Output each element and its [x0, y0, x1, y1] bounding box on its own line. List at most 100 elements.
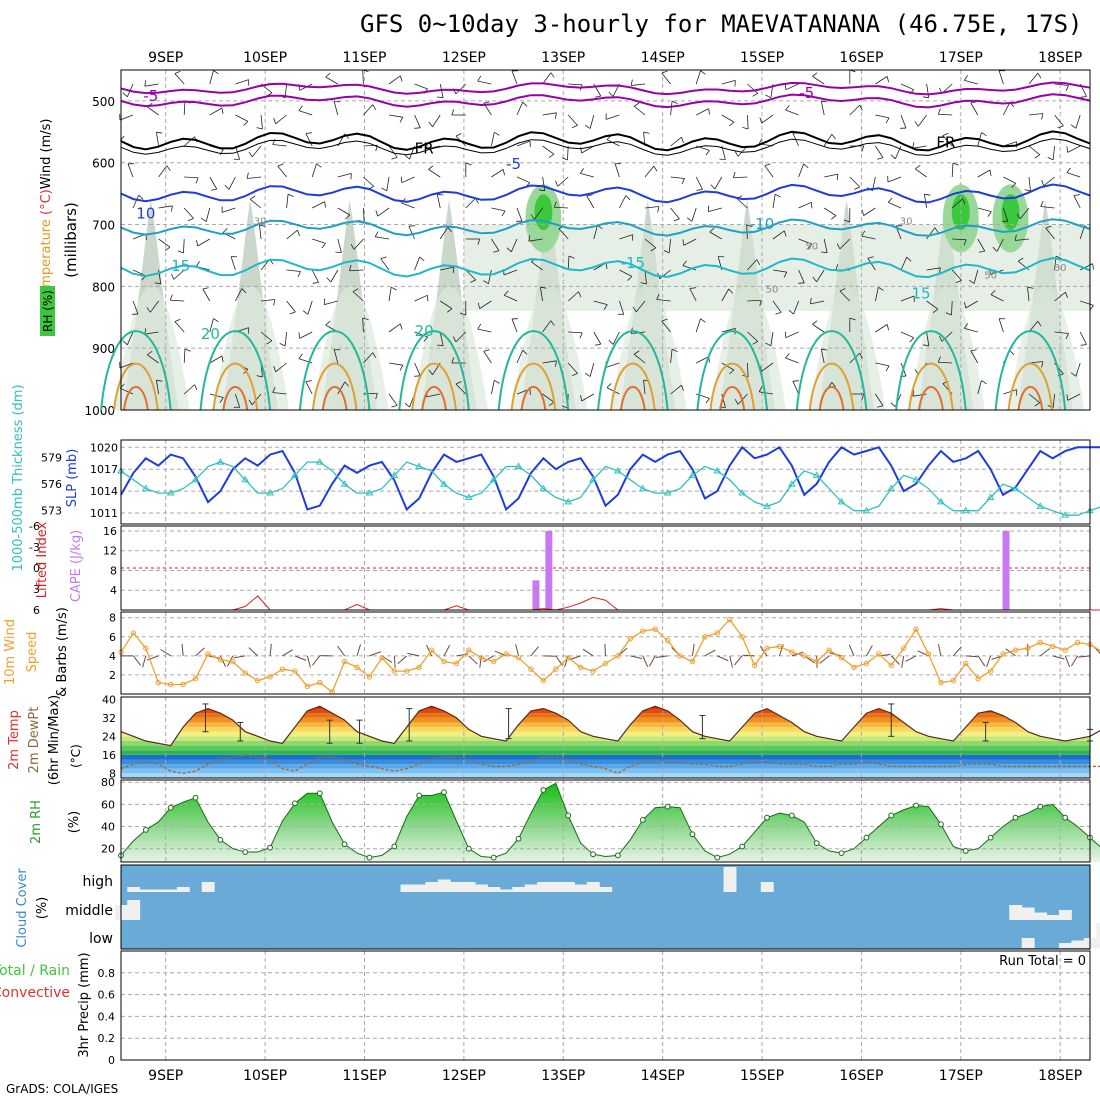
wind-barb-flag — [765, 94, 771, 99]
wind-barb-flag — [1047, 157, 1054, 161]
wind-barb-flag — [414, 375, 421, 377]
wind-barb — [661, 72, 671, 85]
wind-barb-flag — [812, 320, 818, 325]
thickness-marker — [887, 484, 896, 492]
wind-barb — [729, 655, 733, 668]
wind-barb — [221, 207, 236, 213]
wind-barb — [183, 100, 186, 116]
wind-barb-flag — [213, 70, 219, 75]
wind-barb-flag — [213, 318, 219, 323]
temperature-band — [121, 764, 1090, 769]
y-tick-label: 0.8 — [98, 967, 116, 980]
wind-barb-flag — [830, 215, 837, 220]
wind-barb — [516, 176, 530, 184]
temperature-band — [121, 731, 1090, 737]
cloud-level-label: middle — [65, 903, 113, 919]
wind-barb — [900, 257, 908, 271]
wind-barb-flag — [1066, 146, 1069, 153]
wind-barb — [839, 238, 851, 250]
wind-barb-flag — [164, 246, 171, 252]
panel-frame — [120, 69, 1091, 411]
wind-barb-flag — [1024, 189, 1031, 192]
wind-barb-flag — [279, 343, 286, 347]
wind-barb-flag — [945, 312, 952, 316]
temperature-band — [121, 717, 1090, 723]
wind-barb — [349, 269, 364, 272]
wind-barb — [542, 112, 557, 116]
wind-barb-flag — [391, 404, 398, 408]
wind-barb-flag — [222, 228, 228, 233]
temperature-band — [121, 773, 1090, 778]
wind-barb-flag — [922, 96, 929, 99]
wind-barb — [670, 101, 673, 116]
wind-barb — [534, 207, 543, 220]
wind-barb — [733, 176, 748, 179]
y-tick-label: 16 — [103, 525, 117, 538]
wind-barb — [747, 331, 759, 342]
wind-barb-flag — [277, 163, 284, 167]
cloud-bar — [450, 882, 464, 892]
y-tick-label: 40 — [101, 821, 115, 834]
wind-barb-flag — [297, 271, 301, 278]
top-date-label: 18SEP — [1038, 50, 1082, 66]
wind-barb-flag — [477, 323, 482, 330]
cloud-bar — [1021, 907, 1035, 920]
wind-barb-flag — [380, 256, 387, 260]
thickness-marker — [663, 489, 672, 496]
thickness-marker — [638, 484, 647, 492]
wind-speed-marker — [354, 664, 360, 671]
cloud-bar — [549, 882, 563, 892]
wind-barb — [120, 387, 134, 395]
wind-barb — [631, 83, 646, 86]
wind-barb — [996, 238, 1004, 252]
wind-barb — [670, 349, 673, 364]
rh-marker — [267, 844, 273, 851]
wind-barb-flag — [934, 227, 939, 233]
top-date-label: 14SEP — [641, 50, 685, 66]
wind-barb-flag — [138, 194, 144, 200]
wind-barb — [1028, 176, 1031, 191]
wind-barb — [393, 655, 396, 668]
wind-barb — [734, 655, 743, 666]
wind-barb-flag — [810, 202, 813, 209]
wind-barb — [455, 331, 467, 343]
wind-barb — [337, 238, 342, 253]
rh-marker — [540, 787, 547, 793]
wind-barb — [964, 327, 978, 333]
cape-bar — [545, 530, 553, 610]
wind-barb-flag — [266, 340, 273, 345]
wind-barb — [542, 72, 552, 85]
wind-barb — [849, 176, 860, 188]
wind-barb — [941, 331, 953, 342]
wind-barb — [567, 145, 569, 161]
thickness-marker — [489, 475, 498, 483]
wind-barb-flag — [671, 100, 678, 104]
cloud-bar — [760, 882, 774, 892]
cloud-bar — [176, 887, 190, 892]
cloud-bar — [562, 882, 575, 892]
wind-barb — [307, 300, 313, 315]
wind-barb-flag — [195, 261, 200, 267]
wind-barb — [483, 655, 494, 663]
wind-barb-flag — [548, 153, 555, 159]
contour-label: FR — [936, 133, 955, 151]
wind-barb-flag — [584, 372, 591, 377]
wind-barb — [1080, 263, 1093, 271]
wind-barb — [581, 145, 594, 154]
wind-barb-flag — [528, 235, 531, 242]
y-tick-label: 1020 — [90, 441, 118, 454]
wind-barb — [567, 362, 578, 374]
wind-barb-flag — [1037, 72, 1042, 79]
wind-barb — [436, 194, 441, 209]
wind-barb-flag — [785, 105, 790, 111]
wind-speed-marker — [205, 651, 211, 657]
wind-barb-flag — [608, 339, 614, 345]
wind-barb — [426, 145, 441, 150]
contour-line — [398, 330, 470, 411]
wind-barb — [1054, 331, 1069, 334]
wind-barb — [127, 163, 134, 178]
bottom-date-label: 17SEP — [939, 1068, 983, 1084]
wind-barb — [875, 145, 884, 158]
wind-barb-flag — [171, 273, 175, 280]
wind-speed-marker — [192, 676, 199, 682]
